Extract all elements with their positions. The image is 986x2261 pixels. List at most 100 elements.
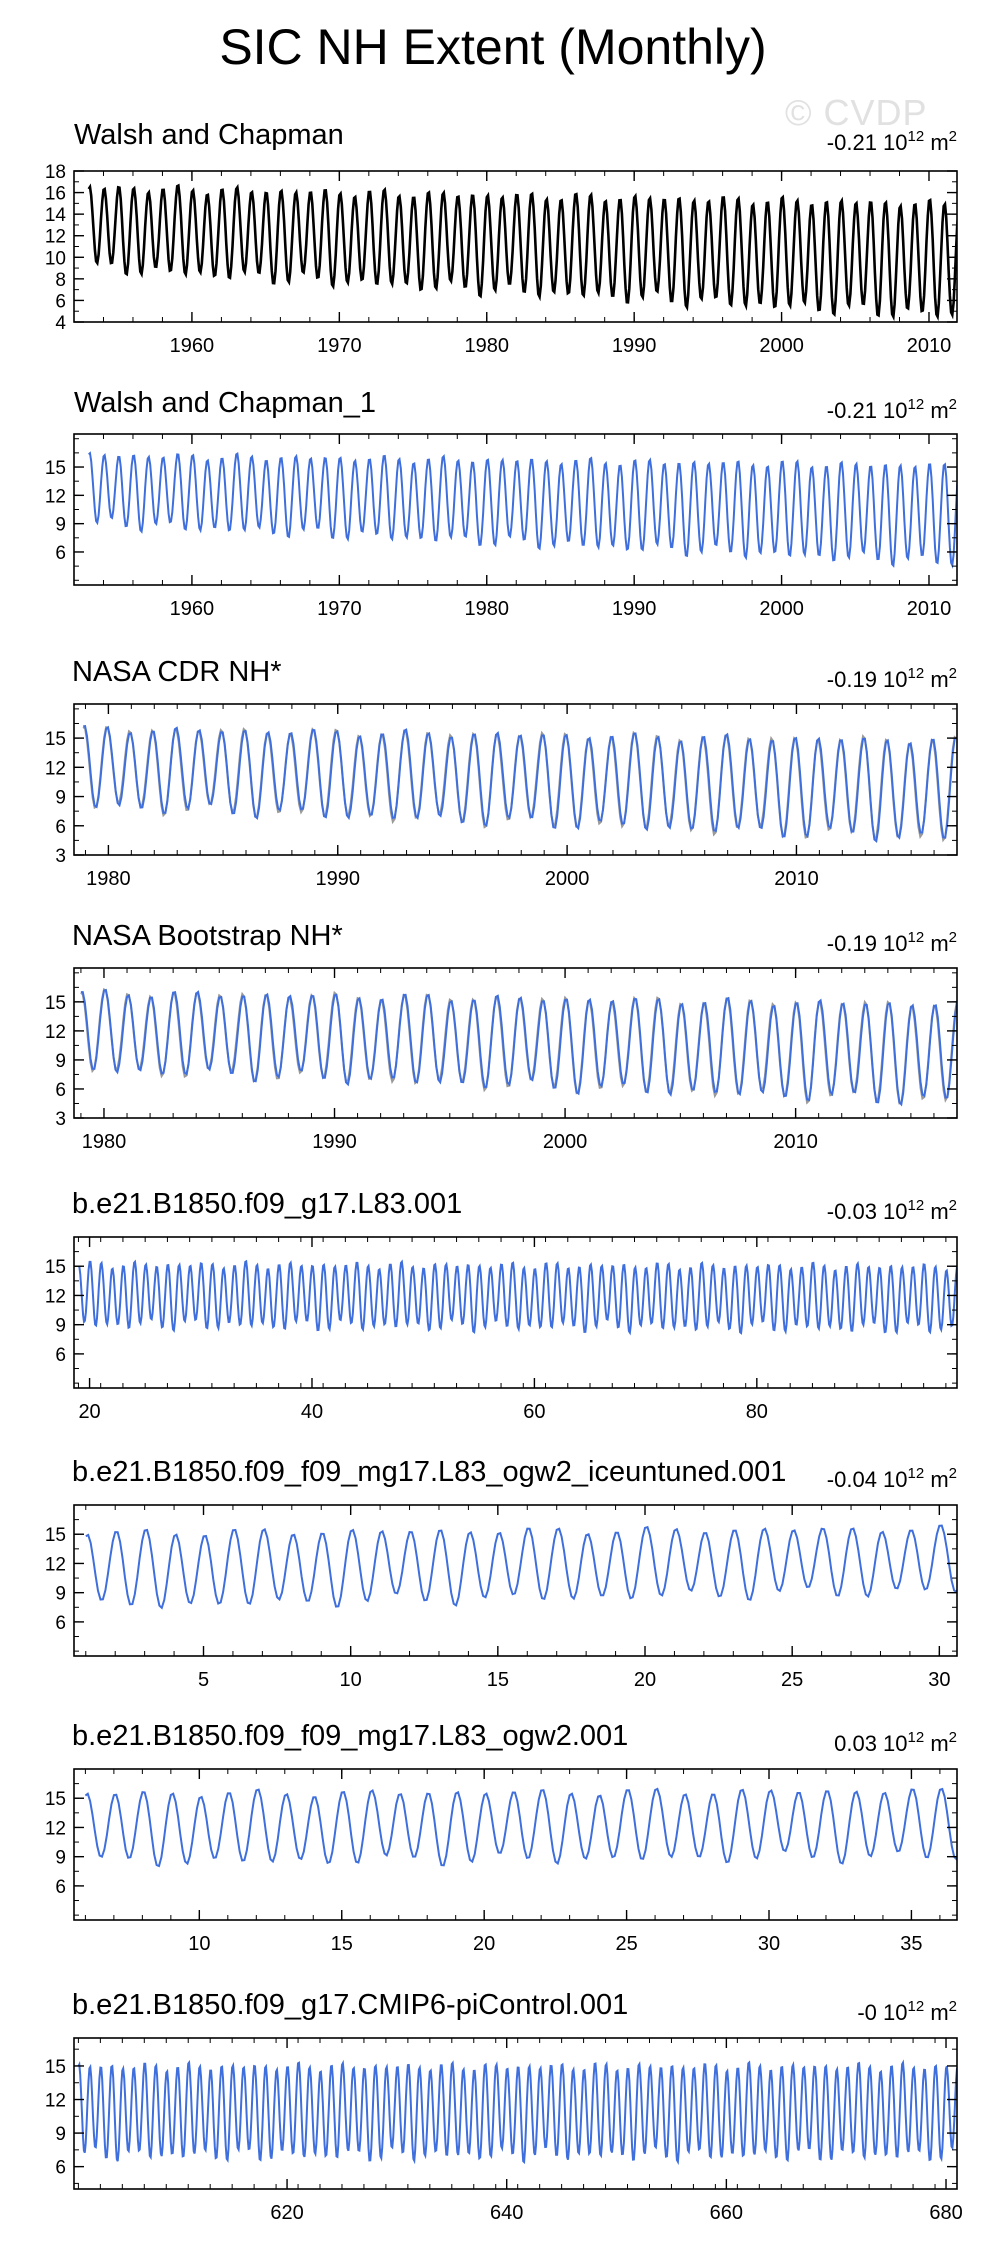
x-tick-label: 1980 [465, 598, 510, 620]
x-tick-label: 20 [634, 1669, 656, 1691]
x-tick-label: 20 [78, 1401, 100, 1423]
series-line [85, 1524, 957, 1610]
series-line [88, 451, 957, 569]
y-tick-label: 15 [45, 729, 66, 750]
panel-title: b.e21.B1850.f09_f09_mg17.L83_ogw2_iceunt… [72, 1456, 786, 1488]
x-tick-label: 25 [615, 1933, 637, 1955]
x-tick-label: 1980 [465, 335, 510, 357]
x-tick-label: 2010 [907, 335, 952, 357]
x-tick-label: 2010 [773, 1131, 818, 1153]
plot-frame [73, 170, 958, 323]
x-tick-label: 10 [340, 1669, 362, 1691]
y-tick-label: 18 [45, 162, 66, 183]
y-tick-label: 6 [55, 543, 66, 564]
x-tick-label: 25 [781, 1669, 803, 1691]
x-tick-label: 1960 [170, 335, 215, 357]
x-tick-label: 1990 [612, 335, 657, 357]
x-tick-label: 1970 [317, 335, 362, 357]
x-tick-label: 680 [929, 2202, 962, 2224]
x-tick-label: 2010 [774, 868, 819, 890]
panel-title: b.e21.B1850.f09_g17.CMIP6-piControl.001 [72, 1989, 628, 2021]
x-tick-label: 20 [473, 1933, 495, 1955]
y-tick-label: 15 [45, 993, 66, 1014]
series-line [80, 988, 957, 1107]
panel-2: Walsh and Chapman_1 -0.21 1012 m2 1960 1970… [45, 387, 958, 620]
trend-label: 0.03 1012 m2 [834, 1729, 957, 1756]
x-tick-label: 1960 [170, 598, 215, 620]
x-tick-label: 1990 [612, 598, 657, 620]
y-tick-label: 9 [55, 1316, 66, 1337]
y-tick-label: 12 [45, 2091, 66, 2112]
panel-title: b.e21.B1850.f09_g17.L83.001 [72, 1188, 462, 1220]
trend-label: -0.19 1012 m2 [827, 929, 957, 956]
y-tick-label: 6 [55, 817, 66, 838]
plot-frame [73, 433, 958, 586]
trend-label: -0.04 1012 m2 [827, 1465, 957, 1492]
y-tick-label: 12 [45, 1554, 66, 1575]
panel-6: b.e21.B1850.f09_f09_mg17.L83_ogw2_iceunt… [45, 1456, 958, 1691]
y-tick-label: 6 [55, 291, 66, 312]
panel-title: NASA Bootstrap NH* [72, 920, 343, 952]
y-tick-label: 6 [55, 1613, 66, 1634]
trend-label: -0.19 1012 m2 [827, 665, 957, 692]
y-tick-label: 6 [55, 1877, 66, 1898]
y-tick-label: 9 [55, 2124, 66, 2145]
panel-7: b.e21.B1850.f09_f09_mg17.L83_ogw2.001 0.0… [45, 1720, 958, 1955]
y-tick-label: 9 [55, 1848, 66, 1869]
x-tick-label: 35 [900, 1933, 922, 1955]
y-tick-label: 15 [45, 1257, 66, 1278]
y-tick-label: 12 [45, 486, 66, 507]
y-tick-label: 12 [45, 1286, 66, 1307]
y-tick-label: 8 [55, 270, 66, 291]
y-tick-label: 9 [55, 515, 66, 536]
plot-frame [73, 1504, 958, 1657]
y-tick-label: 9 [55, 1584, 66, 1605]
series-line [87, 183, 957, 322]
x-tick-label: 10 [188, 1933, 210, 1955]
y-tick-label: 6 [55, 2158, 66, 2179]
x-tick-label: 1980 [82, 1131, 127, 1153]
y-tick-label: 14 [45, 205, 67, 226]
y-tick-label: 15 [45, 2057, 66, 2078]
x-tick-label: 30 [758, 1933, 780, 1955]
plot-frame [73, 2037, 958, 2190]
x-tick-label: 15 [487, 1669, 509, 1691]
y-tick-label: 6 [55, 1080, 66, 1101]
panel-title: Walsh and Chapman [74, 119, 344, 151]
y-tick-label: 3 [55, 846, 66, 867]
x-tick-label: 620 [270, 2202, 303, 2224]
figure-title: SIC NH Extent (Monthly) [219, 19, 767, 75]
series-line [83, 724, 957, 843]
panel-3: NASA CDR NH* -0.19 1012 m2 1980 1990 2000 201… [45, 656, 958, 890]
y-tick-label: 10 [45, 248, 66, 269]
y-tick-label: 9 [55, 788, 66, 809]
x-tick-label: 1970 [317, 598, 362, 620]
x-tick-label: 60 [523, 1401, 545, 1423]
series-line [77, 2059, 957, 2166]
x-tick-label: 640 [490, 2202, 523, 2224]
plot-frame [73, 967, 958, 1119]
y-tick-label: 3 [55, 1109, 66, 1130]
series-line [78, 1259, 957, 1336]
y-tick-label: 15 [45, 458, 66, 479]
x-tick-label: 2000 [759, 335, 804, 357]
x-tick-label: 1990 [312, 1131, 357, 1153]
trend-label: -0.21 1012 m2 [827, 128, 957, 155]
y-tick-label: 12 [45, 1818, 66, 1839]
y-tick-label: 15 [45, 1789, 66, 1810]
x-tick-label: 30 [928, 1669, 950, 1691]
panel-title: NASA CDR NH* [72, 656, 282, 688]
y-tick-label: 12 [45, 758, 66, 779]
x-tick-label: 1980 [86, 868, 131, 890]
plot-frame [73, 703, 958, 856]
plot-frame [73, 1768, 958, 1921]
y-tick-label: 16 [45, 184, 66, 205]
y-tick-label: 6 [55, 1345, 66, 1366]
trend-label: -0.21 1012 m2 [827, 396, 957, 423]
x-tick-label: 40 [301, 1401, 323, 1423]
x-tick-label: 15 [331, 1933, 353, 1955]
trend-label: -0 1012 m2 [857, 1998, 957, 2025]
x-tick-label: 1990 [316, 868, 361, 890]
y-tick-label: 4 [55, 313, 66, 334]
